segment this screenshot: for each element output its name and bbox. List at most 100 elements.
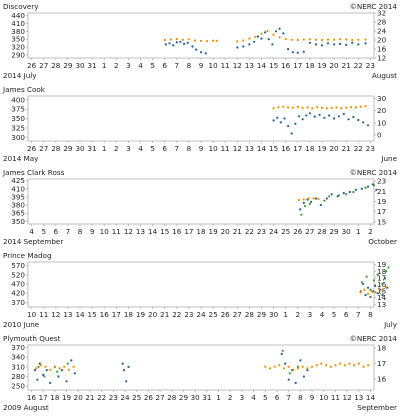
x-tick-label: 16 [172, 227, 182, 236]
x-tick-label: 5 [150, 61, 155, 70]
data-point [287, 106, 290, 109]
data-point [312, 197, 315, 200]
x-tick-label: 26 [221, 310, 231, 319]
y-left-tick-label: 280 [11, 372, 25, 381]
data-point [317, 197, 320, 200]
y-right-tick-label: 20 [377, 36, 387, 45]
x-tick-label: 18 [50, 393, 60, 402]
data-point [310, 365, 314, 368]
data-point [364, 38, 367, 41]
chart-panel: James Clark Ross ©NERC 201435036538039541… [2, 168, 397, 246]
x-tick-label: 13 [245, 61, 254, 70]
y-left-tick-label: 440 [11, 11, 25, 20]
data-point [175, 41, 178, 44]
data-point [325, 364, 328, 367]
data-point [326, 38, 330, 41]
data-point [365, 275, 368, 278]
x-tick-label: 1 [102, 144, 107, 153]
data-point [320, 44, 324, 47]
x-tick-label: 10 [209, 61, 219, 70]
y-left-tick-label: 420 [11, 289, 25, 298]
data-point [323, 199, 326, 202]
y-right-tick-label: 18 [377, 267, 387, 276]
x-period-end-label: July [383, 320, 398, 329]
data-point [290, 38, 293, 41]
y-left-tick-label: 425 [11, 176, 25, 185]
data-point [345, 43, 348, 47]
data-point [65, 380, 68, 383]
y-right-tick-label: 18 [377, 344, 387, 353]
data-point [315, 364, 318, 367]
data-point [287, 124, 290, 128]
data-point [302, 50, 305, 53]
data-point [248, 43, 251, 46]
y-left-tick-label: 380 [11, 27, 25, 36]
x-tick-label: 20 [221, 227, 231, 236]
data-point [345, 193, 348, 196]
data-point [125, 380, 128, 383]
data-point [366, 292, 370, 295]
x-tick-label: 27 [233, 310, 242, 319]
data-point [374, 284, 377, 287]
x-tick-label: 22 [354, 144, 363, 153]
x-tick-label: 8 [187, 144, 192, 153]
data-point [366, 124, 370, 127]
x-tick-label: 25 [132, 393, 141, 402]
y-left-tick-label: 350 [11, 217, 25, 226]
data-point [308, 112, 311, 115]
data-point [333, 43, 336, 46]
data-point [43, 375, 46, 378]
x-tick-label: 21 [160, 310, 169, 319]
x-tick-label: 19 [209, 227, 219, 236]
data-point [236, 40, 239, 43]
data-point [357, 118, 360, 122]
x-tick-label: 29 [329, 227, 339, 236]
x-tick-label: 14 [75, 310, 85, 319]
data-point [290, 132, 293, 135]
x-period-end-label: June [380, 154, 397, 163]
data-series [360, 266, 390, 291]
y-right-tick-label: 16 [377, 375, 387, 384]
x-tick-label: 10 [100, 227, 110, 236]
data-series [35, 362, 370, 371]
x-tick-label: 5 [263, 393, 268, 402]
x-tick-label: 7 [66, 227, 71, 236]
data-point [268, 367, 272, 370]
x-tick-label: 13 [136, 227, 145, 236]
data-point [375, 188, 378, 191]
data-point [320, 106, 324, 109]
data-point [283, 117, 286, 120]
data-point [168, 42, 171, 45]
data-point [264, 31, 267, 34]
data-point [351, 38, 354, 42]
data-point [282, 32, 285, 35]
y-left-tick-label: 400 [11, 95, 25, 104]
x-period-start-label: 2014 July [3, 71, 37, 80]
y-left-tick-label: 325 [11, 123, 25, 132]
x-period-start-label: 2010 June [3, 320, 40, 329]
x-tick-label: 4 [251, 393, 256, 402]
data-point [172, 44, 175, 47]
data-point [347, 118, 350, 121]
x-tick-label: 9 [90, 227, 95, 236]
data-point [282, 367, 286, 370]
y-left-tick-label: 290 [11, 50, 25, 59]
x-tick-label: 1 [283, 310, 288, 319]
x-tick-label: 30 [75, 61, 85, 70]
x-tick-label: 19 [136, 310, 146, 319]
x-tick-label: 31 [88, 61, 97, 70]
data-point [49, 368, 52, 371]
y-right-tick-label: 14 [377, 293, 387, 302]
x-tick-label: 7 [175, 61, 180, 70]
x-tick-label: 18 [196, 227, 206, 236]
x-tick-label: 23 [366, 144, 375, 153]
x-tick-label: 25 [281, 227, 290, 236]
x-tick-label: 29 [63, 144, 73, 153]
x-tick-label: 22 [97, 393, 106, 402]
y-left-tick-label: 365 [11, 209, 25, 218]
data-point [186, 41, 189, 44]
data-point [284, 362, 287, 365]
data-point [199, 51, 203, 54]
data-point [377, 287, 380, 290]
